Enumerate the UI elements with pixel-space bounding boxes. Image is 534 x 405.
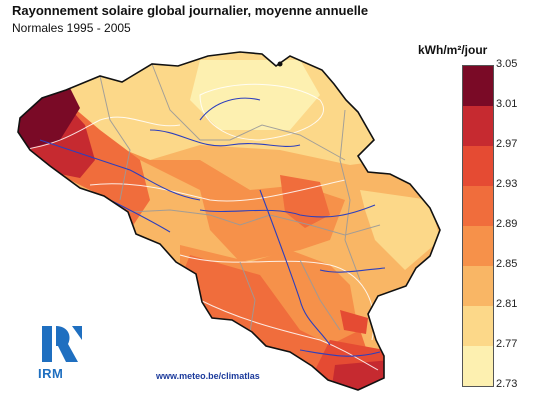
zone-2-89-north xyxy=(18,110,345,262)
rivers xyxy=(39,97,386,357)
belgium-border xyxy=(17,51,441,391)
province-border xyxy=(299,259,341,331)
river xyxy=(199,204,376,218)
logo-text: IRM xyxy=(38,366,64,381)
river xyxy=(299,349,381,357)
legend-tick-label: 2.97 xyxy=(496,138,518,150)
legend-swatch xyxy=(463,266,493,306)
legend-tick-label: 2.81 xyxy=(496,298,518,310)
legend-swatch xyxy=(463,186,493,226)
irm-logo-icon xyxy=(42,326,82,362)
source-credit: www.meteo.be/climatlas xyxy=(156,371,260,381)
river xyxy=(199,97,261,121)
map-title: Rayonnement solaire global journalier, m… xyxy=(12,3,369,18)
legend-unit: kWh/m²/jour xyxy=(418,43,488,57)
isoline xyxy=(179,254,375,341)
map-subtitle: Normales 1995 - 2005 xyxy=(12,21,131,35)
enclave-baarle xyxy=(277,61,283,67)
zone-2-77 xyxy=(190,60,320,130)
zone-3-01-south xyxy=(330,360,392,390)
province-border xyxy=(339,109,361,281)
province-border xyxy=(99,75,131,201)
legend-swatch xyxy=(463,106,493,146)
province-border xyxy=(151,63,346,161)
zone-2-81-east xyxy=(360,190,440,270)
legend-swatch xyxy=(463,146,493,186)
legend-swatch xyxy=(463,66,493,106)
legend-tick-label: 2.77 xyxy=(496,338,518,350)
province-borders xyxy=(99,63,381,333)
province-border xyxy=(239,261,256,333)
zone-2-93-center xyxy=(280,175,330,228)
legend-tick-label: 2.93 xyxy=(496,178,518,190)
river xyxy=(149,129,301,147)
isoline xyxy=(199,83,324,141)
legend-swatch xyxy=(463,306,493,346)
legend-tick-label: 3.01 xyxy=(496,98,518,110)
color-legend xyxy=(462,65,494,387)
river xyxy=(39,139,201,201)
legend-swatch xyxy=(463,346,493,386)
legend-tick-label: 2.85 xyxy=(496,258,518,270)
legend-tick-label: 3.05 xyxy=(496,58,518,70)
isoline xyxy=(199,299,379,371)
province-border xyxy=(129,209,381,236)
legend-swatch xyxy=(463,226,493,266)
river xyxy=(259,189,331,346)
zone-2-97-spot xyxy=(340,310,368,334)
isoline xyxy=(89,179,346,202)
legend-tick-label: 2.73 xyxy=(496,378,518,390)
legend-tick-label: 2.89 xyxy=(496,218,518,230)
river xyxy=(319,267,386,273)
